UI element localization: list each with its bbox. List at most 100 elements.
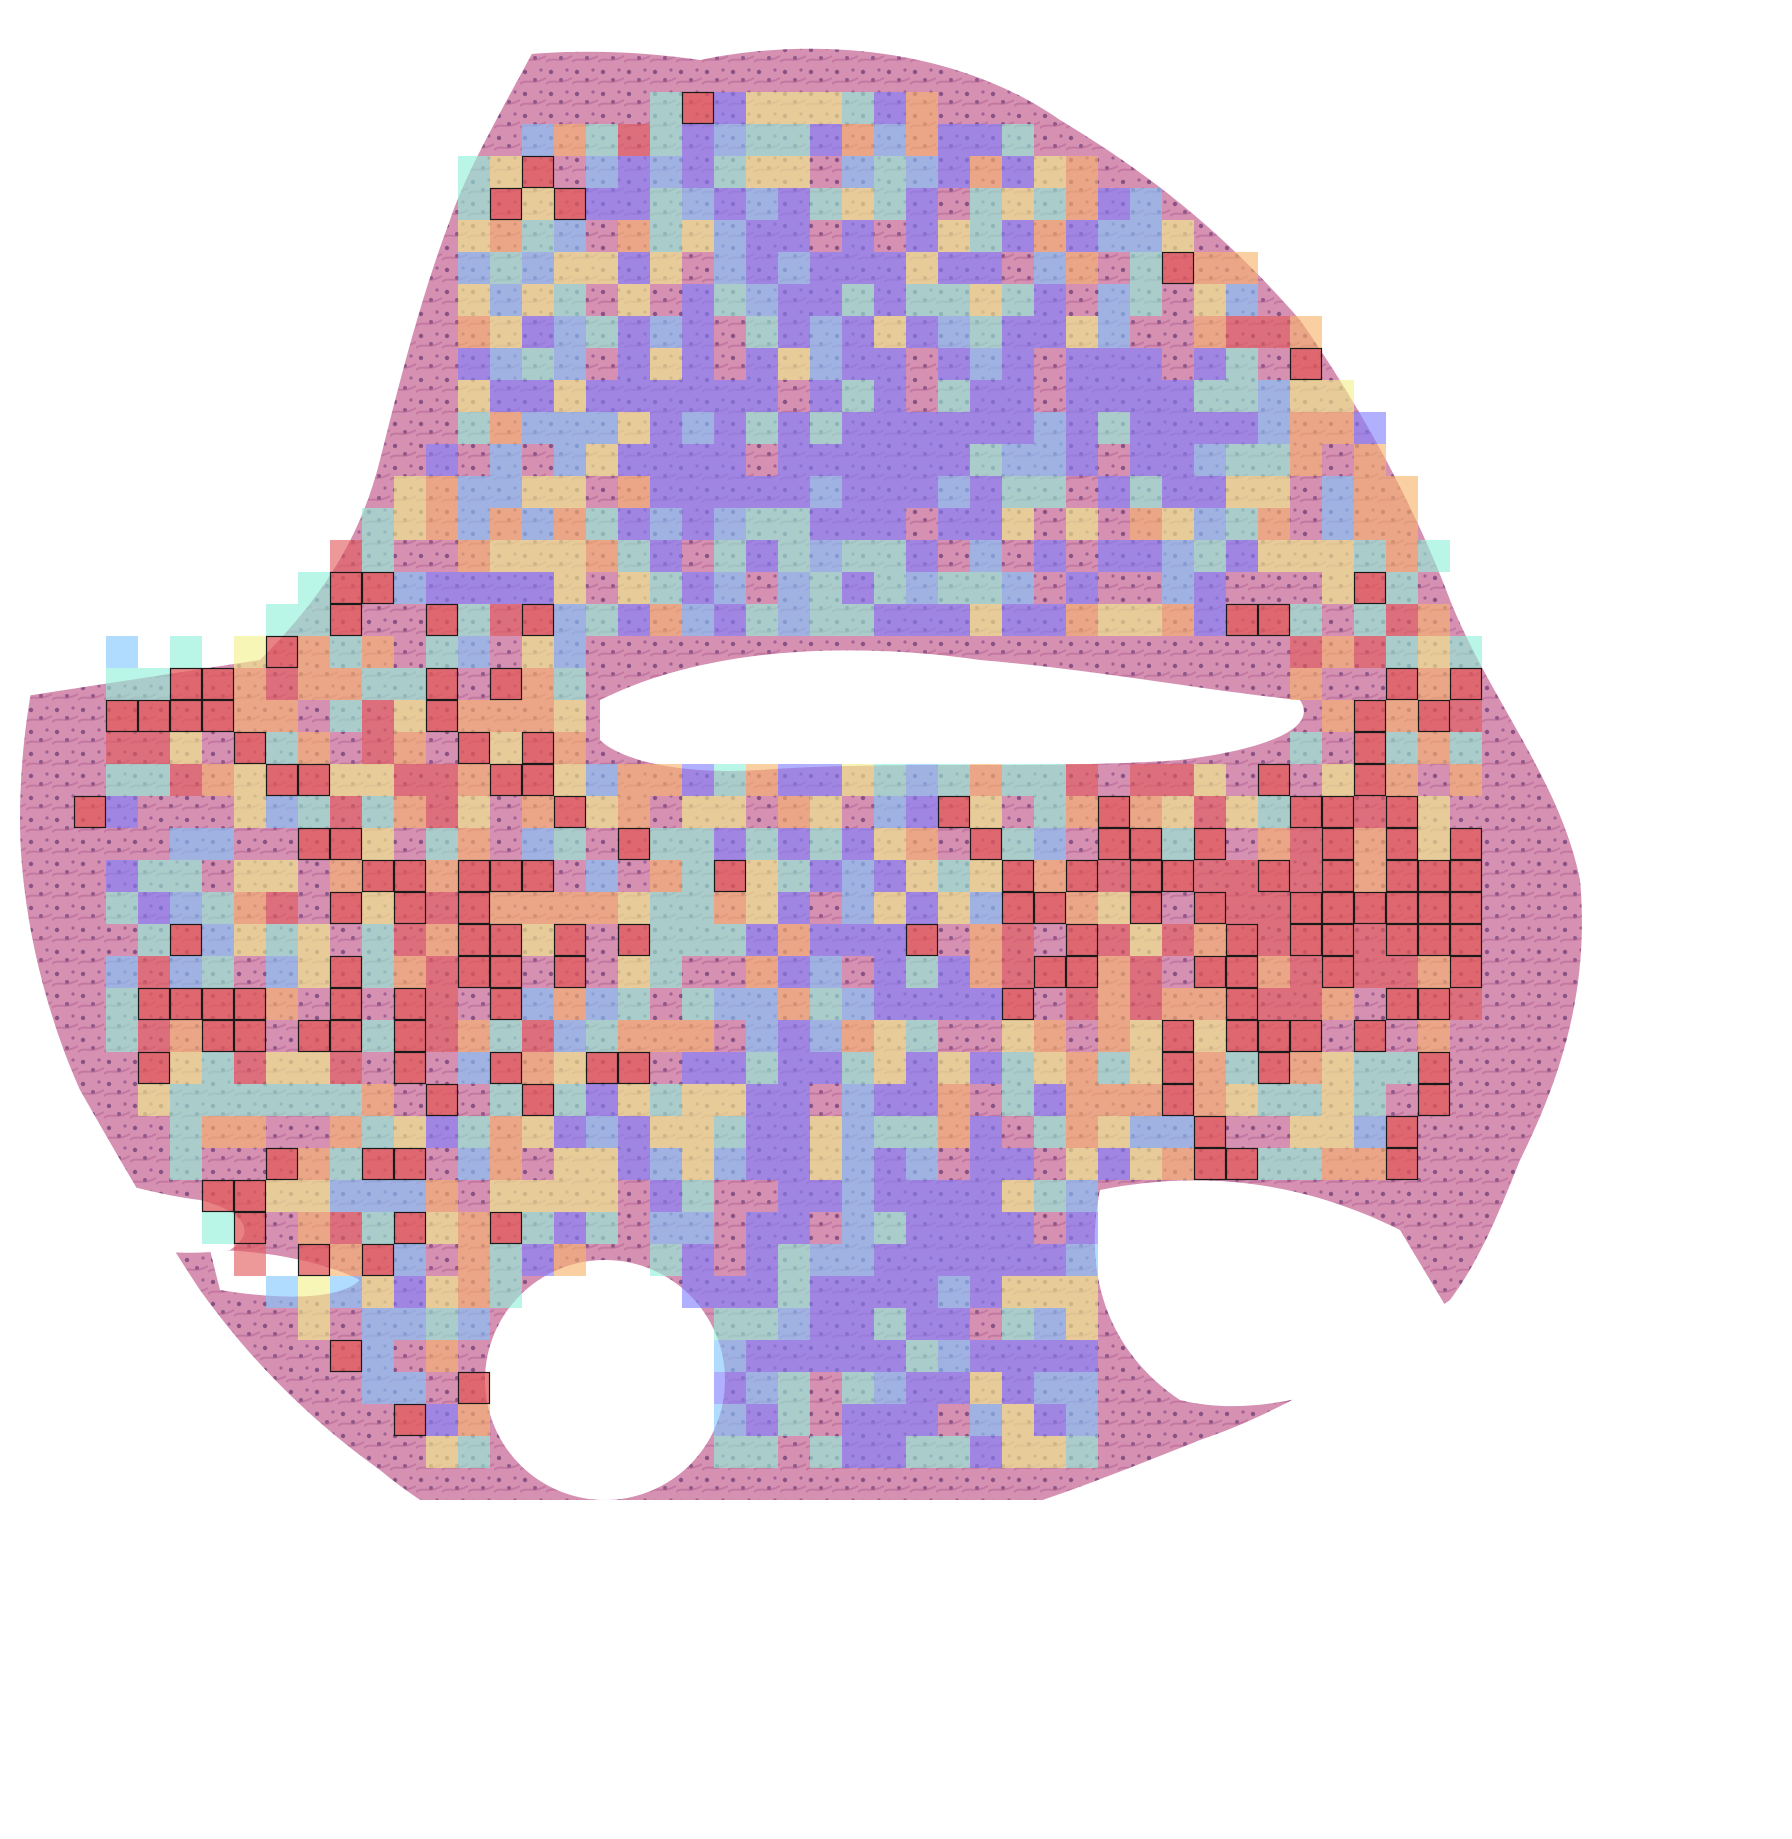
heatmap-tile — [842, 1180, 874, 1212]
heatmap-tile — [714, 156, 746, 188]
heatmap-tile — [778, 1180, 810, 1212]
heatmap-tile — [426, 1404, 458, 1436]
heatmap-tile — [746, 252, 778, 284]
highlighted-tile — [1385, 987, 1419, 1021]
heatmap-tile — [490, 284, 522, 316]
heatmap-tile — [874, 604, 906, 636]
highlighted-tile — [329, 955, 363, 989]
heatmap-tile — [522, 1052, 554, 1084]
heatmap-tile — [554, 220, 586, 252]
heatmap-tile — [1258, 956, 1290, 988]
heatmap-tile — [106, 796, 138, 828]
heatmap-tile — [490, 892, 522, 924]
heatmap-tile — [746, 988, 778, 1020]
heatmap-tile — [458, 636, 490, 668]
heatmap-tile — [394, 1148, 426, 1180]
heatmap-tile — [1258, 476, 1290, 508]
heatmap-tile — [426, 700, 458, 732]
heatmap-tile — [554, 764, 586, 796]
highlighted-tile — [329, 827, 363, 861]
heatmap-tile — [330, 956, 362, 988]
heatmap-tile — [1290, 860, 1322, 892]
heatmap-tile — [458, 412, 490, 444]
heatmap-tile — [1066, 1436, 1098, 1468]
heatmap-tile — [1258, 1052, 1290, 1084]
heatmap-tile — [906, 220, 938, 252]
heatmap-tile — [842, 220, 874, 252]
heatmap-tile — [1066, 1340, 1098, 1372]
heatmap-tile — [170, 828, 202, 860]
heatmap-tile — [522, 636, 554, 668]
heatmap-tile — [1226, 604, 1258, 636]
highlighted-tile — [1161, 859, 1195, 893]
heatmap-tile — [970, 572, 1002, 604]
heatmap-tile — [906, 1116, 938, 1148]
heatmap-tile — [1290, 988, 1322, 1020]
heatmap-tile — [1130, 924, 1162, 956]
heatmap-tile — [1290, 604, 1322, 636]
highlighted-tile — [457, 1371, 491, 1405]
heatmap-tile — [490, 732, 522, 764]
heatmap-tile — [426, 1212, 458, 1244]
heatmap-tile — [554, 1180, 586, 1212]
heatmap-tile — [234, 796, 266, 828]
heatmap-tile — [906, 796, 938, 828]
heatmap-tile — [394, 1372, 426, 1404]
heatmap-tile — [1194, 828, 1226, 860]
highlighted-tile — [1161, 1083, 1195, 1117]
heatmap-tile — [362, 1084, 394, 1116]
heatmap-tile — [522, 892, 554, 924]
heatmap-tile — [394, 1116, 426, 1148]
heatmap-tile — [554, 380, 586, 412]
heatmap-tile — [490, 348, 522, 380]
heatmap-tile — [362, 1148, 394, 1180]
heatmap-tile — [906, 1020, 938, 1052]
highlighted-tile — [1353, 891, 1387, 925]
heatmap-tile — [618, 1020, 650, 1052]
heatmap-tile — [1002, 476, 1034, 508]
heatmap-tile — [970, 796, 1002, 828]
heatmap-tile — [650, 764, 682, 796]
heatmap-tile — [202, 764, 234, 796]
heatmap-tile — [1386, 764, 1418, 796]
heatmap-tile — [426, 1436, 458, 1468]
heatmap-tile — [810, 1148, 842, 1180]
heatmap-tile — [298, 1212, 330, 1244]
heatmap-tile — [682, 924, 714, 956]
highlighted-tile — [521, 731, 555, 765]
heatmap-tile — [1034, 764, 1066, 796]
heatmap-tile — [746, 220, 778, 252]
heatmap-tile — [330, 764, 362, 796]
heatmap-tile — [1130, 1116, 1162, 1148]
heatmap-tile — [1354, 572, 1386, 604]
heatmap-tile — [1002, 764, 1034, 796]
heatmap-tile — [682, 1244, 714, 1276]
heatmap-tile — [1066, 572, 1098, 604]
heatmap-tile — [266, 1180, 298, 1212]
heatmap-tile — [458, 252, 490, 284]
heatmap-tile — [778, 572, 810, 604]
heatmap-tile — [1354, 764, 1386, 796]
highlighted-tile — [617, 1051, 651, 1085]
heatmap-tile — [1418, 540, 1450, 572]
heatmap-tile — [746, 540, 778, 572]
heatmap-tile — [202, 700, 234, 732]
heatmap-tile — [1258, 508, 1290, 540]
heatmap-tile — [266, 668, 298, 700]
heatmap-tile — [330, 1148, 362, 1180]
heatmap-tile — [650, 1212, 682, 1244]
heatmap-tile — [170, 1020, 202, 1052]
heatmap-tile — [810, 604, 842, 636]
heatmap-tile — [1162, 380, 1194, 412]
heatmap-tile — [682, 284, 714, 316]
highlighted-tile — [489, 987, 523, 1021]
heatmap-tile — [650, 1244, 682, 1276]
heatmap-tile — [234, 1244, 266, 1276]
highlighted-tile — [1001, 891, 1035, 925]
heatmap-tile — [618, 284, 650, 316]
heatmap-tile — [426, 1340, 458, 1372]
heatmap-tile — [618, 476, 650, 508]
heatmap-tile — [682, 604, 714, 636]
highlighted-tile — [489, 763, 523, 797]
highlighted-tile — [1449, 667, 1483, 701]
